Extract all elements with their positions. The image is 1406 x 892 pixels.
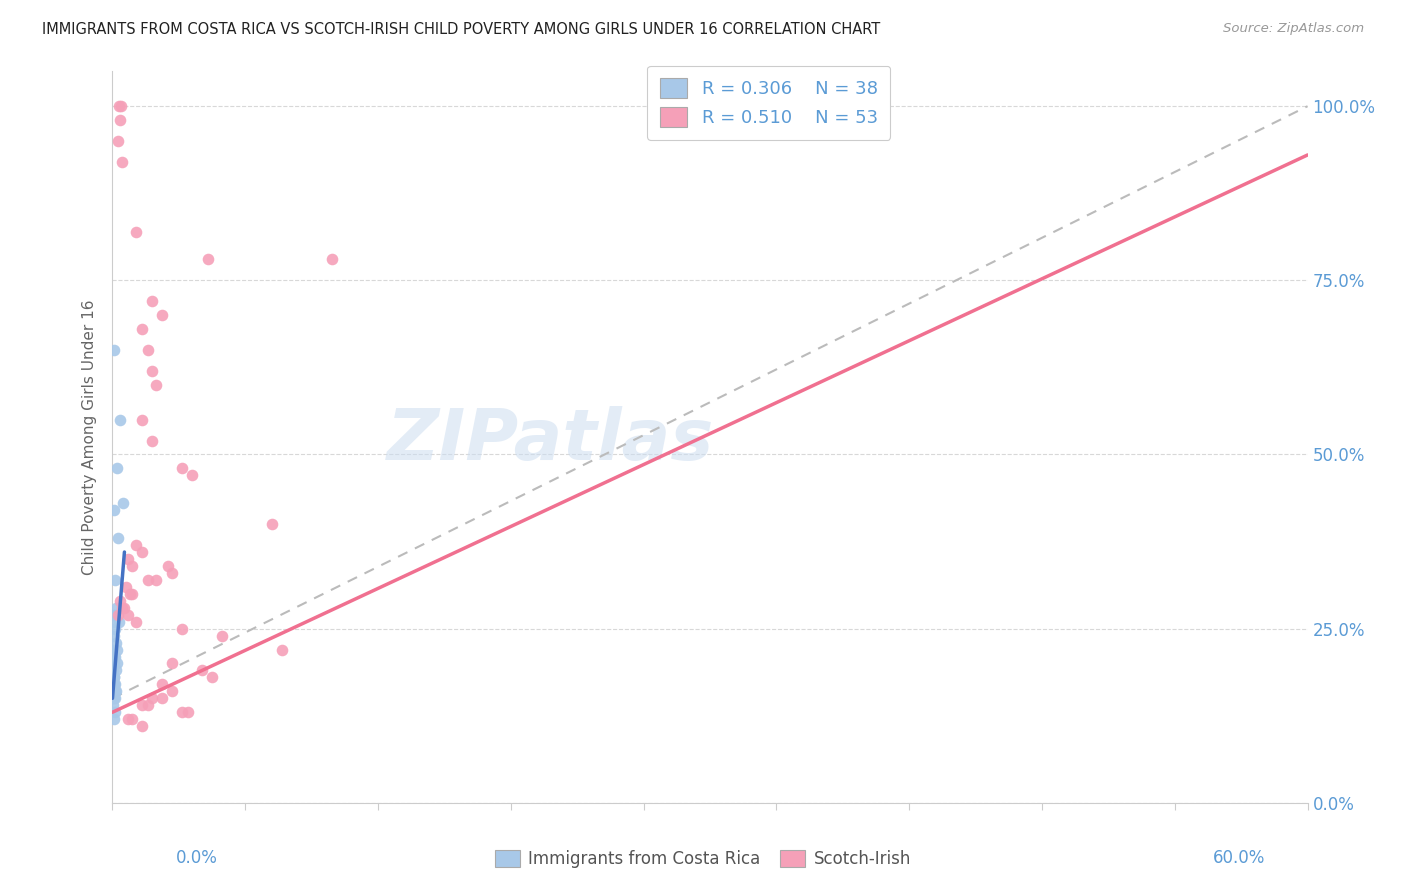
Point [157, 558, 180, 573]
Point [103, 615, 125, 629]
Point [197, 252, 219, 267]
Point [270, 642, 292, 657]
Point [112, 496, 135, 510]
Point [162, 657, 183, 671]
Point [138, 343, 160, 357]
Legend: R = 0.306    N = 38, R = 0.510    N = 53: R = 0.306 N = 38, R = 0.510 N = 53 [647, 66, 890, 140]
Point [177, 705, 200, 719]
Point [103, 677, 125, 691]
Point [103, 657, 125, 671]
Point [131, 412, 153, 426]
Point [111, 155, 134, 169]
Point [103, 642, 125, 657]
Point [104, 649, 127, 664]
Point [103, 698, 125, 713]
Point [104, 684, 127, 698]
Point [131, 322, 153, 336]
Point [121, 558, 143, 573]
Point [107, 607, 129, 622]
Point [110, 594, 132, 608]
Legend: Immigrants from Costa Rica, Scotch-Irish: Immigrants from Costa Rica, Scotch-Irish [488, 843, 918, 875]
Point [201, 670, 224, 684]
Point [103, 691, 125, 706]
Point [110, 412, 132, 426]
Point [107, 657, 129, 671]
Point [114, 600, 135, 615]
Point [141, 364, 163, 378]
Text: 0.0%: 0.0% [176, 849, 218, 867]
Point [150, 677, 173, 691]
Point [115, 580, 138, 594]
Point [260, 517, 283, 532]
Point [141, 434, 163, 448]
Point [145, 573, 167, 587]
Point [117, 607, 139, 622]
Point [125, 615, 148, 629]
Point [104, 573, 127, 587]
Point [104, 622, 127, 636]
Point [121, 587, 143, 601]
Point [103, 670, 125, 684]
Point [125, 538, 148, 552]
Point [131, 545, 153, 559]
Point [105, 664, 128, 678]
Point [117, 552, 139, 566]
Point [103, 691, 125, 706]
Point [150, 691, 173, 706]
Point [103, 649, 125, 664]
Point [105, 635, 128, 649]
Point [103, 677, 125, 691]
Text: Source: ZipAtlas.com: Source: ZipAtlas.com [1223, 22, 1364, 36]
Point [162, 566, 183, 580]
Point [172, 622, 194, 636]
Point [138, 698, 160, 713]
Point [321, 252, 343, 267]
Point [111, 600, 134, 615]
Point [101, 657, 124, 671]
Point [211, 629, 233, 643]
Point [120, 587, 142, 601]
Point [105, 684, 128, 698]
Point [105, 642, 128, 657]
Point [107, 134, 129, 148]
Point [110, 99, 132, 113]
Point [131, 698, 153, 713]
Point [104, 677, 127, 691]
Text: ZIPatlas: ZIPatlas [387, 406, 714, 475]
Point [145, 377, 167, 392]
Point [107, 531, 129, 545]
Y-axis label: Child Poverty Among Girls Under 16: Child Poverty Among Girls Under 16 [82, 300, 97, 574]
Point [117, 712, 139, 726]
Point [141, 691, 163, 706]
Point [103, 343, 125, 357]
Point [103, 629, 125, 643]
Point [101, 684, 124, 698]
Point [131, 719, 153, 733]
Point [103, 607, 125, 622]
Point [110, 113, 132, 128]
Point [105, 600, 128, 615]
Point [104, 705, 127, 719]
Text: IMMIGRANTS FROM COSTA RICA VS SCOTCH-IRISH CHILD POVERTY AMONG GIRLS UNDER 16 CO: IMMIGRANTS FROM COSTA RICA VS SCOTCH-IRI… [42, 22, 880, 37]
Point [172, 705, 194, 719]
Point [108, 615, 131, 629]
Point [108, 99, 131, 113]
Point [138, 573, 160, 587]
Point [103, 712, 125, 726]
Text: 60.0%: 60.0% [1213, 849, 1265, 867]
Point [103, 684, 125, 698]
Point [103, 670, 125, 684]
Point [181, 468, 204, 483]
Point [104, 691, 127, 706]
Point [162, 684, 183, 698]
Point [172, 461, 194, 475]
Point [141, 294, 163, 309]
Point [103, 664, 125, 678]
Point [107, 461, 129, 475]
Point [150, 308, 173, 322]
Point [191, 664, 214, 678]
Point [103, 503, 125, 517]
Point [125, 225, 148, 239]
Point [121, 712, 143, 726]
